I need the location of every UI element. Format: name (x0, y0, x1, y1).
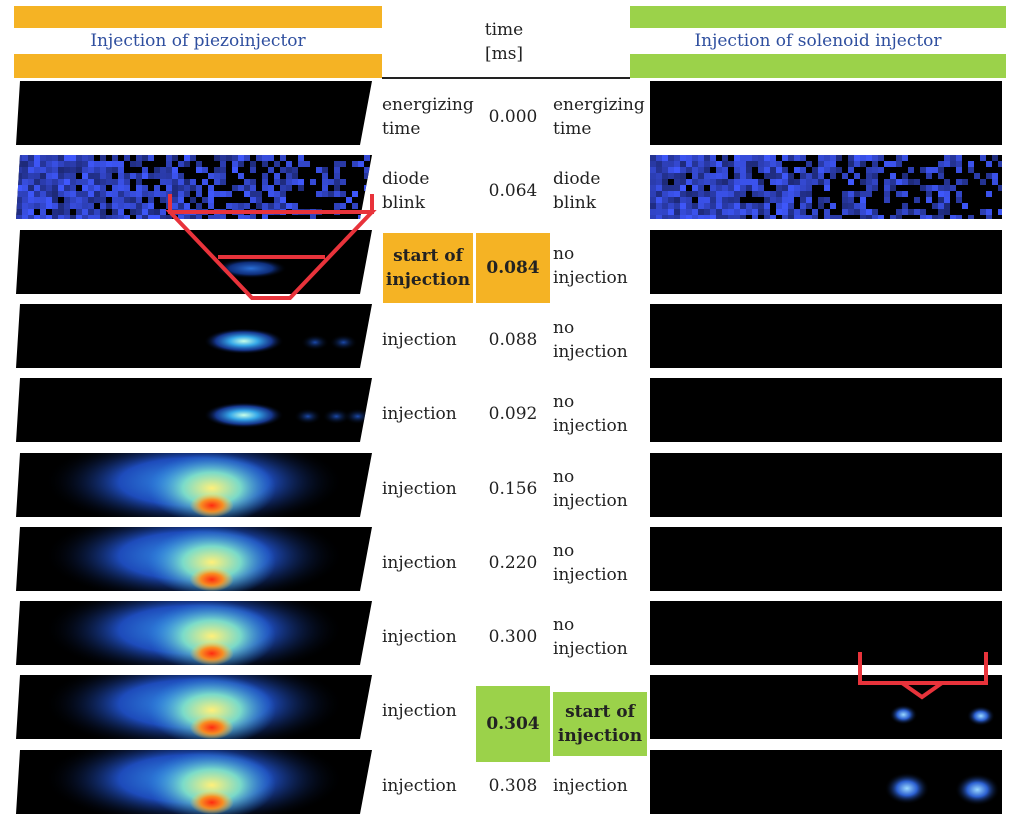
solenoid-label-line: no (553, 244, 575, 264)
piezo-frame (16, 527, 372, 591)
time-value: 0.304 (476, 686, 550, 762)
piezo-label-line: blink (382, 193, 426, 213)
solenoid-label-line: no (553, 615, 575, 635)
piezo-header-band-bottom (14, 54, 382, 78)
piezo-header-title: Injection of piezoinjector (90, 31, 306, 51)
piezo-frame (16, 378, 372, 442)
piezo-header-band-top (14, 6, 382, 28)
piezo-label: injection (382, 402, 476, 426)
piezo-start-label: start of injection (383, 233, 473, 303)
piezo-label-line: injection (382, 330, 457, 350)
piezo-label-line: injection (382, 627, 457, 647)
piezo-label-line: injection (382, 404, 457, 424)
piezo-frame (16, 81, 372, 145)
time-value: 0.300 (488, 627, 538, 647)
piezo-marker-trapezoid (165, 210, 377, 300)
time-value: 0.064 (488, 181, 538, 201)
solenoid-label-line: injection (553, 491, 628, 511)
solenoid-marker-arrow (900, 681, 944, 700)
piezo-label: injection (382, 625, 476, 649)
piezo-frame (16, 155, 372, 219)
solenoid-label: no injection (553, 316, 649, 364)
solenoid-label: energizing time (553, 93, 649, 141)
solenoid-label-line: energizing (553, 95, 645, 115)
solenoid-label-line: injection (553, 639, 628, 659)
solenoid-label-line: injection (553, 268, 628, 288)
solenoid-label: injection (553, 774, 649, 798)
piezo-label-line: diode (382, 169, 430, 189)
piezo-label-line: injection (382, 701, 457, 721)
solenoid-start-label-line: start of (565, 702, 635, 722)
time-value: 0.308 (488, 776, 538, 796)
piezo-frame (16, 601, 372, 665)
solenoid-label: no injection (553, 613, 649, 661)
solenoid-label-line: injection (553, 565, 628, 585)
solenoid-header-band-top (630, 6, 1006, 28)
solenoid-frame (650, 230, 1002, 294)
piezo-label-line: injection (382, 553, 457, 573)
piezo-label: injection (382, 328, 476, 352)
piezo-frame (16, 675, 372, 739)
solenoid-label: no injection (553, 465, 649, 513)
piezo-start-label-line: start of (393, 246, 463, 266)
solenoid-frame (650, 155, 1002, 219)
time-value: 0.156 (488, 479, 538, 499)
piezo-label: injection (382, 551, 476, 575)
time-value: 0.000 (488, 107, 538, 127)
solenoid-label: diode blink (553, 167, 649, 215)
solenoid-frame (650, 601, 1002, 665)
piezo-label: injection (382, 477, 476, 501)
solenoid-frame (650, 675, 1002, 739)
piezo-frame (16, 453, 372, 517)
solenoid-header-title: Injection of solenoid injector (694, 31, 942, 51)
solenoid-label-line: injection (553, 416, 628, 436)
solenoid-frame (650, 81, 1002, 145)
solenoid-frame (650, 453, 1002, 517)
piezo-label: diode blink (382, 167, 476, 215)
solenoid-label: no injection (553, 390, 649, 438)
solenoid-label-line: time (553, 119, 592, 139)
piezo-label-line: injection (382, 479, 457, 499)
solenoid-label: no injection (553, 242, 649, 290)
solenoid-start-label-line: injection (557, 726, 643, 746)
piezo-label-line: energizing (382, 95, 474, 115)
solenoid-label-line: blink (553, 193, 597, 213)
piezo-start-label-line: injection (385, 270, 471, 290)
time-header-line2: [ms] (484, 44, 524, 64)
solenoid-label-line: no (553, 467, 575, 487)
solenoid-start-label: start of injection (553, 692, 647, 756)
time-header-line1: time (484, 20, 524, 40)
header-rule (382, 77, 630, 79)
solenoid-label: no injection (553, 539, 649, 587)
solenoid-label-line: injection (553, 776, 628, 796)
piezo-label: injection (382, 699, 476, 723)
solenoid-label-line: no (553, 392, 575, 412)
time-value: 0.220 (488, 553, 538, 573)
time-value: 0.084 (476, 233, 550, 303)
time-value: 0.088 (488, 330, 538, 350)
solenoid-header-band-bottom (630, 54, 1006, 78)
solenoid-marker-bracket (858, 652, 988, 685)
piezo-label: injection (382, 774, 476, 798)
time-value: 0.092 (488, 404, 538, 424)
solenoid-label-line: diode (553, 169, 601, 189)
piezo-frame (16, 750, 372, 814)
piezo-label: energizing time (382, 93, 476, 141)
solenoid-label-line: no (553, 318, 575, 338)
solenoid-frame (650, 378, 1002, 442)
piezo-label-line: time (382, 119, 421, 139)
solenoid-label-line: injection (553, 342, 628, 362)
solenoid-frame (650, 750, 1002, 814)
piezo-label-line: injection (382, 776, 457, 796)
time-column-header: time [ms] (462, 18, 546, 66)
solenoid-frame (650, 527, 1002, 591)
piezo-frame (16, 230, 372, 294)
solenoid-frame (650, 304, 1002, 368)
solenoid-label-line: no (553, 541, 575, 561)
piezo-frame (16, 304, 372, 368)
